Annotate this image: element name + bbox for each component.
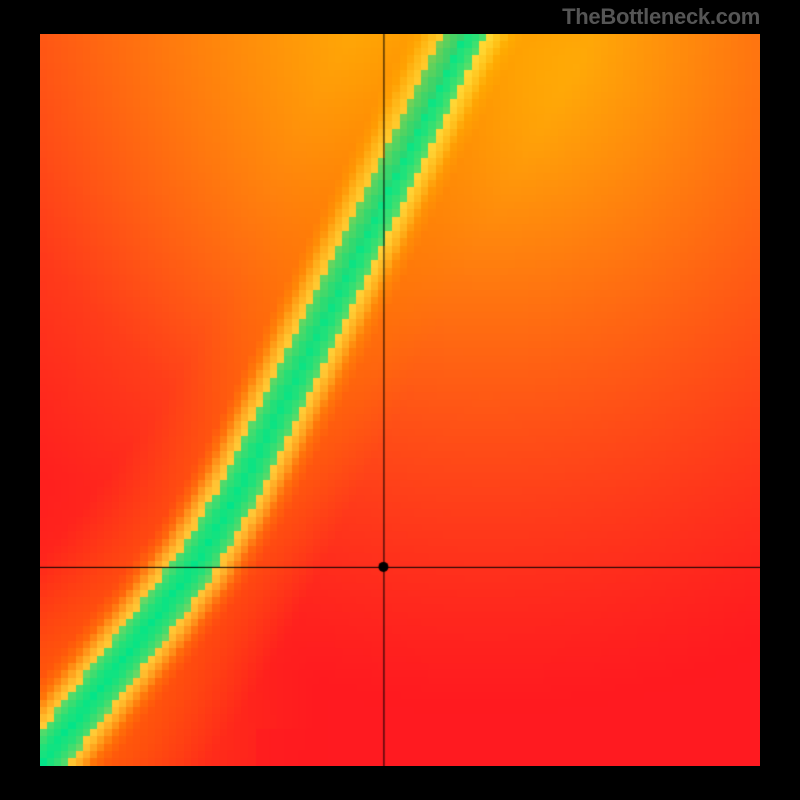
heatmap-plot [40,34,760,766]
attribution-label: TheBottleneck.com [562,4,760,30]
